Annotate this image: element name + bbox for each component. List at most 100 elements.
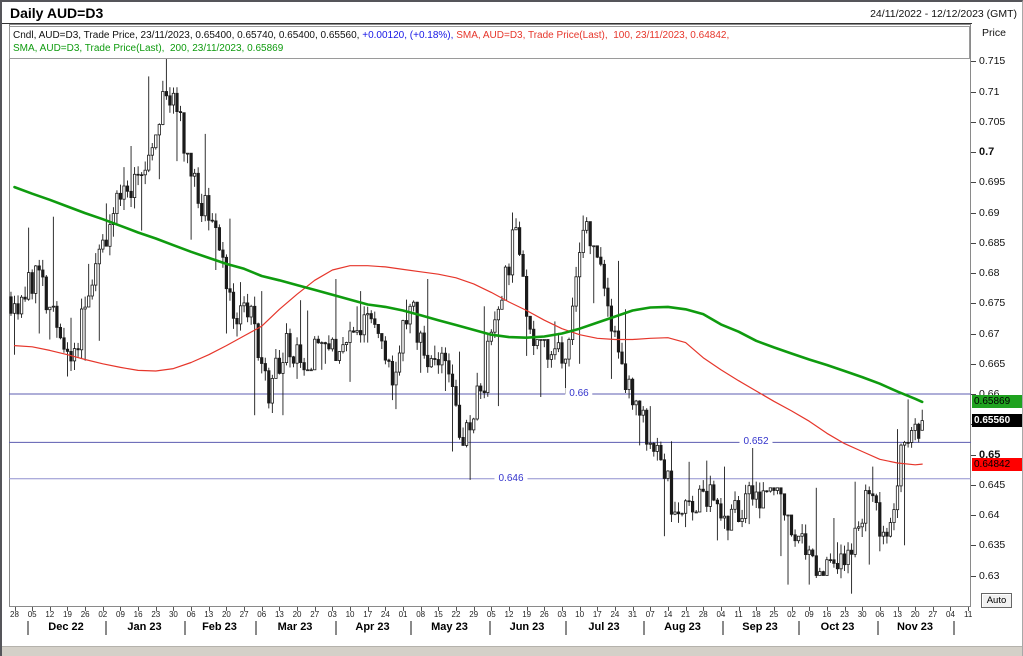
x-tick-label: 02 — [98, 610, 108, 619]
x-tick-mark — [67, 607, 69, 611]
x-tick-label: 10 — [345, 610, 355, 619]
x-tick-mark — [932, 607, 934, 611]
y-tick-label: 0.645 — [979, 478, 1006, 491]
x-tick-mark — [85, 607, 87, 611]
x-tick-label: 06 — [875, 610, 885, 619]
legend-net-change: +0.00120, (+0.18%), — [362, 30, 457, 41]
x-tick-mark — [508, 607, 510, 611]
x-tick-label: 26 — [539, 610, 549, 619]
month-separator — [184, 621, 186, 635]
month-label: Feb 23 — [202, 621, 237, 633]
y-tick-label: 0.65 — [979, 448, 1001, 461]
y-tick-mark — [971, 575, 976, 577]
x-tick-label: 21 — [681, 610, 691, 619]
y-tick-label: 0.63 — [979, 569, 1000, 582]
x-tick-label: 12 — [504, 610, 514, 619]
x-tick-mark — [650, 607, 652, 611]
x-tick-mark — [544, 607, 546, 611]
y-tick-label: 0.635 — [979, 539, 1006, 552]
x-tick-label: 14 — [663, 610, 673, 619]
x-tick-mark — [261, 607, 263, 611]
x-tick-label: 13 — [274, 610, 284, 619]
x-tick-label: 16 — [133, 610, 143, 619]
price-flag-0.65869: 0.65869 — [972, 395, 1022, 409]
x-tick-label: 11 — [734, 610, 743, 619]
x-tick-mark — [879, 607, 881, 611]
y-tick-label: 0.695 — [979, 176, 1006, 189]
y-tick-mark — [971, 484, 976, 486]
x-tick-label: 23 — [840, 610, 849, 619]
x-tick-mark — [632, 607, 634, 611]
legend-sma100-series: SMA, AUD=D3, Trade Price(Last), 100, 23/… — [456, 30, 733, 41]
y-tick-label: 0.69 — [979, 206, 1000, 219]
month-separator — [877, 621, 879, 635]
y-tick-label: 0.71 — [979, 85, 1000, 98]
y-tick-mark — [971, 242, 976, 244]
x-tick-mark — [791, 607, 793, 611]
x-tick-mark — [773, 607, 775, 611]
x-tick-mark — [968, 607, 970, 611]
x-tick-label: 20 — [221, 610, 231, 619]
x-tick-mark — [579, 607, 581, 611]
price-line-label-0.66[interactable]: 0.66 — [565, 388, 593, 400]
x-tick-label: 08 — [416, 610, 426, 619]
x-tick-label: 07 — [645, 610, 655, 619]
sma-200-line — [13, 185, 924, 404]
x-tick-mark — [438, 607, 440, 611]
y-tick-mark — [971, 333, 976, 335]
y-tick-label: 0.67 — [979, 327, 1000, 340]
price-chart-canvas[interactable] — [9, 24, 971, 607]
bottom-strip — [2, 646, 1022, 656]
month-label: Oct 23 — [820, 621, 855, 633]
x-tick-mark — [826, 607, 828, 611]
x-tick-label: 31 — [628, 610, 638, 619]
y-tick-mark — [971, 182, 976, 184]
y-tick-mark — [971, 394, 976, 395]
x-tick-mark — [703, 607, 705, 611]
x-tick-label: 06 — [186, 610, 196, 619]
x-tick-label: 30 — [857, 610, 867, 619]
x-tick-mark — [191, 607, 193, 611]
x-tick-label: 03 — [557, 610, 567, 619]
x-tick-label: 19 — [63, 610, 72, 619]
x-tick-label: 01 — [398, 610, 408, 619]
price-line-label-0.652[interactable]: 0.652 — [739, 436, 773, 449]
y-tick-mark — [971, 303, 976, 305]
x-tick-mark — [597, 607, 599, 611]
date-range-label: 24/11/2022 - 12/12/2023 (GMT) — [870, 8, 1017, 20]
x-tick-label: 10 — [575, 610, 585, 619]
x-tick-label: 17 — [363, 610, 373, 619]
x-tick-mark — [14, 607, 16, 611]
y-tick-mark — [971, 212, 976, 214]
month-separator — [27, 621, 29, 635]
y-tick-label: 0.64 — [979, 509, 1000, 521]
x-tick-mark — [120, 607, 122, 611]
x-tick-label: 29 — [469, 610, 479, 619]
price-flag-0.64842: 0.64842 — [972, 457, 1022, 471]
month-label: Nov 23 — [896, 621, 934, 633]
y-tick-label: 0.705 — [979, 115, 1006, 128]
y-axis-title: Price — [982, 27, 1006, 39]
x-tick-label: 13 — [204, 610, 214, 619]
chart-legend: Cndl, AUD=D3, Trade Price, 23/11/2023, 0… — [9, 26, 970, 59]
month-label: Apr 23 — [355, 621, 390, 633]
x-tick-label: 24 — [610, 610, 620, 619]
x-tick-mark — [756, 607, 758, 611]
y-tick-label: 0.675 — [979, 297, 1006, 310]
x-tick-mark — [403, 607, 405, 611]
x-tick-label: 22 — [451, 610, 461, 619]
x-tick-mark — [897, 607, 899, 611]
x-tick-label: 30 — [168, 610, 178, 619]
x-tick-mark — [173, 607, 175, 611]
y-tick-mark — [971, 515, 976, 516]
y-tick-mark — [971, 545, 976, 547]
x-tick-mark — [561, 607, 563, 611]
legend-sma200-series: SMA, AUD=D3, Trade Price(Last), 200, 23/… — [13, 43, 284, 54]
sma-100-line — [13, 265, 923, 466]
x-tick-mark — [32, 607, 34, 611]
x-tick-mark — [667, 607, 669, 611]
x-tick-label: 27 — [310, 610, 320, 619]
price-line-label-0.646[interactable]: 0.646 — [494, 472, 528, 485]
auto-scale-button[interactable]: Auto — [981, 593, 1012, 608]
x-tick-mark — [49, 607, 51, 611]
